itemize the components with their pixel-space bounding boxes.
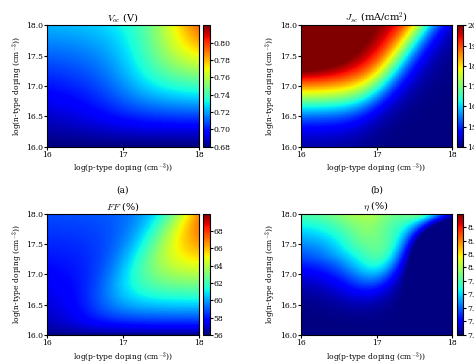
Text: (b): (b) [370, 186, 383, 195]
X-axis label: log(p-type doping (cm$^{-3}$)): log(p-type doping (cm$^{-3}$)) [327, 162, 427, 177]
X-axis label: log(p-type doping (cm$^{-3}$)): log(p-type doping (cm$^{-3}$)) [73, 162, 173, 177]
Title: $V_{oc}$ (V): $V_{oc}$ (V) [107, 12, 139, 25]
Title: $J_{sc}$ (mA/cm$^2$): $J_{sc}$ (mA/cm$^2$) [345, 11, 408, 25]
Title: $FF$ (%): $FF$ (%) [106, 200, 140, 213]
Title: $\eta$ (%): $\eta$ (%) [364, 200, 390, 214]
X-axis label: log(p-type doping (cm$^{-3}$)): log(p-type doping (cm$^{-3}$)) [327, 350, 427, 364]
Y-axis label: log(n-type doping (cm$^{-3}$)): log(n-type doping (cm$^{-3}$)) [10, 36, 25, 136]
Y-axis label: log(n-type doping (cm$^{-3}$)): log(n-type doping (cm$^{-3}$)) [264, 224, 278, 324]
X-axis label: log(p-type doping (cm$^{-3}$)): log(p-type doping (cm$^{-3}$)) [73, 350, 173, 364]
Y-axis label: log(n-type doping (cm$^{-3}$)): log(n-type doping (cm$^{-3}$)) [264, 36, 278, 136]
Text: (a): (a) [117, 186, 129, 195]
Y-axis label: log(n-type doping (cm$^{-3}$)): log(n-type doping (cm$^{-3}$)) [10, 224, 25, 324]
